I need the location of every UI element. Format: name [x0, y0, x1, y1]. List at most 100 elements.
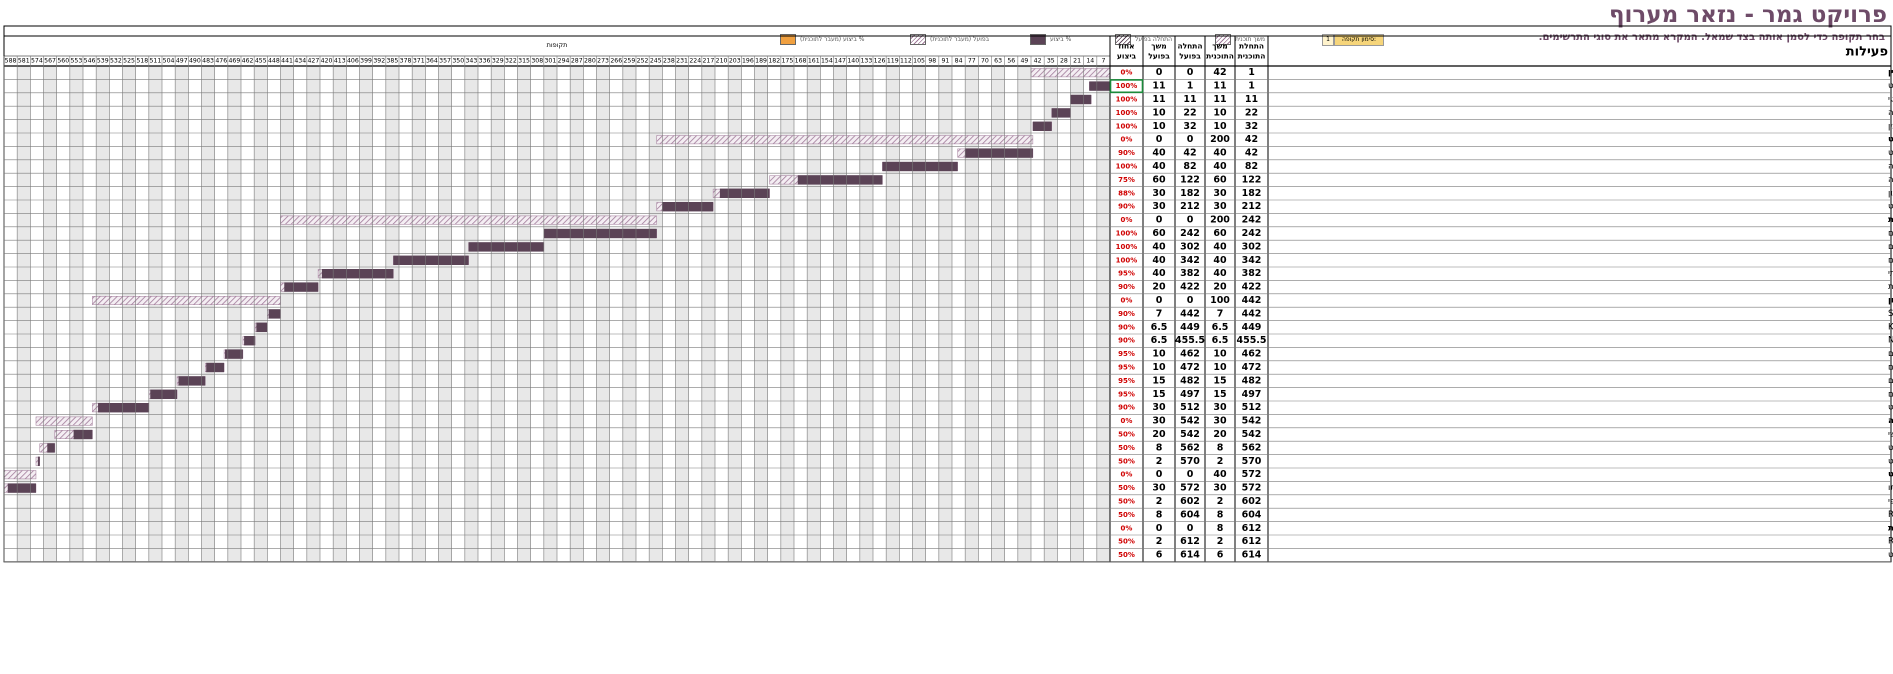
period-tick-label: 329: [492, 58, 504, 65]
plan-duration-value: 30: [1213, 416, 1227, 427]
period-tick-label: 322: [505, 58, 517, 65]
task-name: 2.5 הכנת הנתונים המתאימים לפרויקט: [1888, 202, 1893, 212]
actual-duration-value: 10: [1152, 362, 1166, 373]
progress-bar: [1032, 121, 1052, 131]
column-header-label: ביצוע: [1117, 52, 1137, 61]
period-column-shade: [570, 66, 584, 562]
actual-start-value: 382: [1180, 268, 1200, 279]
period-column-shade: [596, 66, 610, 562]
plan-duration-value: 200: [1210, 134, 1230, 145]
period-tick-label: 378: [400, 58, 412, 65]
progress-bar: [284, 282, 319, 292]
plan-duration-value: 60: [1213, 174, 1227, 185]
percent-value: 50%: [1118, 511, 1135, 519]
plan-duration-value: 11: [1213, 81, 1226, 92]
plan-duration-value: 8: [1217, 509, 1224, 520]
selected-cell[interactable]: [1109, 79, 1144, 94]
plan-start-value: 122: [1242, 174, 1262, 185]
plan-start-value: 472: [1242, 362, 1262, 373]
period-column-shade: [280, 66, 294, 562]
percent-value: 100%: [1116, 230, 1138, 238]
task-name: 2.1 לימוד עצמי של קורסים באינטרנט הקשורי…: [1888, 148, 1893, 158]
period-column-shade: [965, 66, 979, 562]
legend-percent-label: % ביצוע: [1050, 35, 1072, 43]
plan-duration-value: 2: [1217, 536, 1224, 547]
period-tick-label: 399: [360, 58, 372, 65]
percent-value: 50%: [1118, 498, 1135, 506]
legend-plan-swatch: [1215, 33, 1231, 45]
plan-duration-value: 8: [1217, 523, 1224, 534]
period-highlight-input[interactable]: 1: [1322, 34, 1334, 46]
period-tick-label: 112: [900, 58, 912, 65]
actual-duration-value: 7: [1156, 308, 1163, 319]
plan-duration-value: 2: [1217, 456, 1224, 467]
plan-start-value: 570: [1242, 456, 1262, 467]
period-tick-label: 203: [729, 58, 741, 65]
period-tick-label: 217: [703, 58, 715, 65]
actual-start-value: 472: [1180, 362, 1200, 373]
progress-bar: [1070, 94, 1092, 105]
plan-start-value: 497: [1242, 389, 1262, 400]
percent-value: 0%: [1121, 136, 1133, 144]
actual-duration-value: 40: [1152, 241, 1166, 252]
period-column-shade: [464, 66, 478, 562]
period-tick-label: 518: [136, 58, 148, 65]
period-tick-label: 546: [84, 58, 96, 65]
period-tick-label: 70: [981, 58, 989, 65]
plan-duration-value: 40: [1213, 161, 1227, 172]
period-tick-label: 245: [650, 58, 662, 65]
plan-duration-value: 10: [1213, 362, 1227, 373]
period-tick-label: 553: [71, 58, 83, 65]
periods-header-label: תקופות: [547, 41, 568, 49]
period-column-shade: [491, 66, 505, 562]
period-column-shade: [543, 66, 557, 562]
legend-actual-start-swatch: [1115, 33, 1131, 45]
column-header-label: התוכנית: [1206, 52, 1234, 61]
actual-start-value: 482: [1180, 375, 1200, 386]
period-tick-label: 427: [308, 58, 320, 65]
actual-duration-value: 0: [1156, 215, 1163, 226]
percent-value: 88%: [1118, 189, 1135, 197]
column-header-label: התחלת: [1239, 42, 1264, 51]
plan-start-value: 442: [1242, 308, 1262, 319]
actual-duration-value: 40: [1152, 255, 1166, 266]
actual-duration-value: 10: [1152, 121, 1166, 132]
percent-value: 100%: [1116, 256, 1138, 264]
plan-start-value: 182: [1242, 188, 1262, 199]
period-tick-label: 28: [1060, 58, 1068, 65]
period-column-shade: [833, 66, 847, 562]
plan-duration-value: 42: [1213, 67, 1226, 78]
period-tick-label: 567: [44, 58, 56, 65]
period-tick-label: 175: [782, 58, 794, 65]
task-name: 3- דוח התקדמות: [1888, 215, 1893, 225]
actual-start-value: 455.5: [1175, 335, 1205, 346]
column-header-label: בפועל: [1179, 52, 1201, 61]
period-column-shade: [1070, 66, 1084, 562]
actual-start-value: 542: [1180, 429, 1200, 440]
actual-duration-value: 0: [1156, 134, 1163, 145]
plan-start-value: 11: [1245, 94, 1258, 105]
plan-start-value: 612: [1242, 523, 1262, 534]
plan-start-value: 1: [1248, 67, 1255, 78]
actual-duration-value: 11: [1152, 81, 1165, 92]
period-column-shade: [359, 66, 373, 562]
actual-start-value: 1: [1187, 81, 1194, 92]
plan-start-value: 512: [1242, 402, 1262, 413]
plan-start-value: 482: [1242, 375, 1262, 386]
actual-start-value: 604: [1180, 509, 1200, 520]
period-tick-label: 504: [163, 58, 175, 65]
percent-value: 50%: [1118, 484, 1135, 492]
period-tick-label: 273: [597, 58, 609, 65]
task-name: 5.3 הכנת והדגמת הפרויקט: [1888, 456, 1893, 466]
period-tick-label: 308: [531, 58, 543, 65]
column-header-label: משך: [1151, 42, 1166, 51]
period-tick-label: 35: [1047, 58, 1055, 65]
period-column-shade: [385, 66, 399, 562]
period-tick-label: 63: [994, 58, 1002, 65]
period-tick-label: 588: [5, 58, 17, 65]
plan-duration-value: 60: [1213, 228, 1227, 239]
actual-start-value: 122: [1180, 174, 1200, 185]
period-tick-label: 231: [676, 58, 688, 65]
actual-start-value: 542: [1180, 416, 1200, 427]
